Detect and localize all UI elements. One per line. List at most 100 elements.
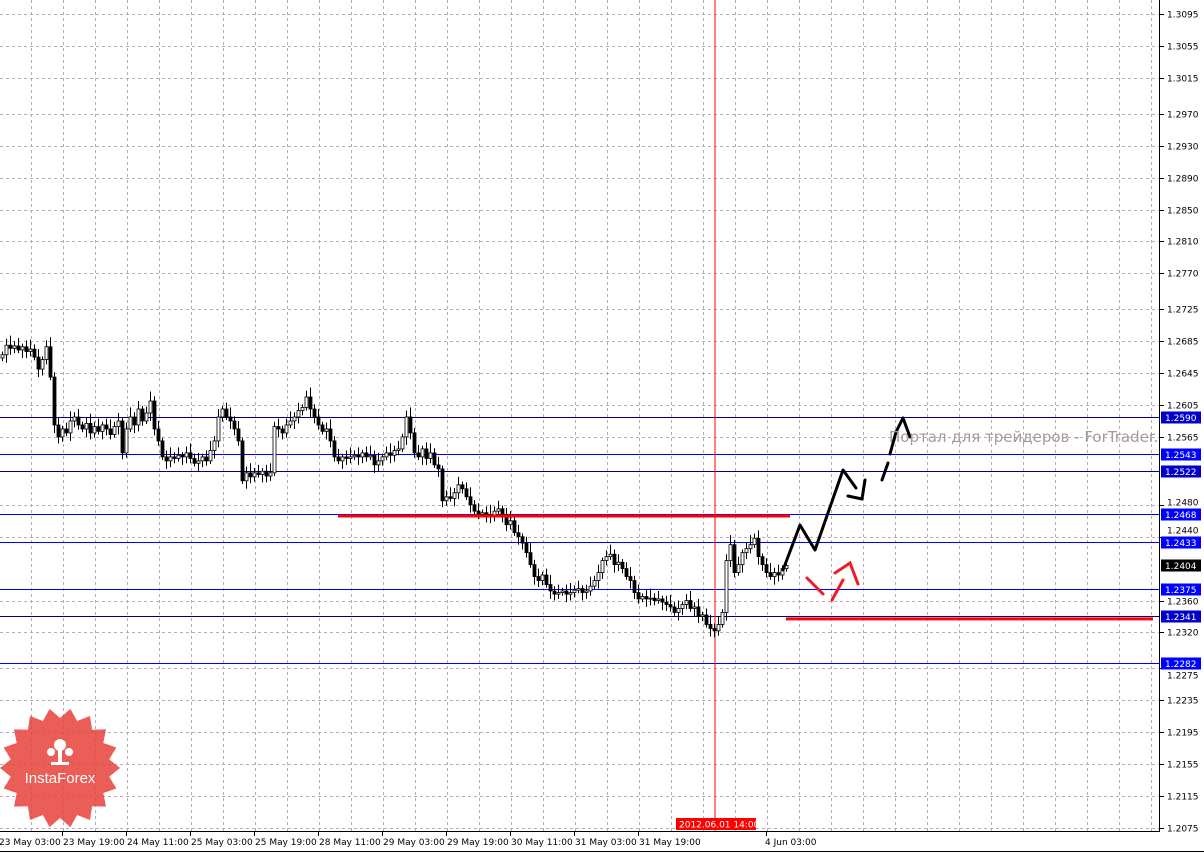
- candle-body-bull: [348, 456, 353, 459]
- candle-body-bull: [680, 604, 685, 609]
- candle: [156, 420, 161, 446]
- candle: [500, 505, 505, 523]
- level-price-tag: [1161, 411, 1201, 424]
- candle: [160, 437, 165, 461]
- candle: [660, 595, 665, 611]
- forecast-segment: [888, 416, 912, 456]
- candle-body-bear: [668, 604, 673, 608]
- candle-body-bear: [644, 596, 649, 600]
- candle: [12, 341, 17, 354]
- candle: [60, 425, 65, 442]
- candle: [212, 436, 217, 459]
- candle: [316, 409, 321, 430]
- x-tick-label: 4 Jun 03:00: [765, 838, 817, 848]
- candle-body-bear: [240, 440, 245, 482]
- price-axis-ticks: 1.3095 1.3055 1.3015 1.2970 1.2930 1.2890 1.28…: [1160, 11, 1199, 835]
- candle: [752, 533, 757, 548]
- candle: [124, 422, 129, 458]
- candle-body-bull: [252, 472, 257, 478]
- candle: [648, 588, 653, 606]
- candle-body-bull: [368, 454, 373, 458]
- candle-body-bull: [292, 416, 297, 422]
- candle-body-bear: [548, 584, 553, 592]
- candle: [772, 567, 777, 585]
- y-tick-label: 1.2605: [1167, 402, 1199, 412]
- candle-body-bear: [416, 452, 421, 458]
- candle-body-bear: [448, 496, 453, 499]
- candle-body-bull: [352, 454, 357, 458]
- forecast-segment: [846, 478, 867, 501]
- candle: [220, 405, 225, 422]
- candle-body-bull: [700, 614, 705, 617]
- candle: [616, 554, 621, 572]
- candle-body-bear: [36, 356, 41, 370]
- candle-body-bull: [184, 452, 189, 458]
- candle: [184, 446, 189, 464]
- candle: [208, 440, 213, 465]
- candle-body-bull: [208, 450, 213, 462]
- candle: [568, 582, 573, 601]
- candle: [148, 391, 153, 421]
- candle: [408, 407, 413, 440]
- candle-body-bear: [232, 420, 237, 430]
- candle: [100, 421, 105, 440]
- candle-body-bear: [104, 424, 109, 430]
- candle-body-bear: [96, 426, 101, 432]
- candle-body-bull: [728, 544, 733, 562]
- x-tick-label: 23 May 19:00: [63, 838, 125, 848]
- candle-body-bull: [272, 426, 277, 474]
- candle: [712, 623, 717, 638]
- candle-body-bear: [280, 428, 285, 434]
- candle-body-bear: [476, 510, 481, 515]
- candle-body-bull: [404, 416, 409, 438]
- candle: [336, 448, 341, 465]
- candle: [672, 602, 677, 616]
- candle-body-bull: [4, 344, 9, 356]
- candle: [104, 418, 109, 436]
- candle: [332, 436, 337, 462]
- candle-body-bear: [140, 408, 145, 422]
- candle-body-bull: [648, 597, 653, 600]
- candle: [576, 580, 581, 594]
- candle: [728, 535, 733, 568]
- candle: [320, 421, 325, 435]
- candle: [380, 453, 385, 466]
- candle-body-bear: [256, 472, 261, 475]
- level-price-label: 1.2341: [1165, 613, 1197, 623]
- candle-body-bull: [384, 452, 389, 458]
- candle-body-bull: [136, 408, 141, 426]
- candle: [80, 421, 85, 433]
- candle: [44, 340, 49, 365]
- candle-body-bear: [32, 348, 37, 358]
- candle-body-bear: [336, 456, 341, 462]
- forecast-segment: [805, 576, 825, 596]
- candle: [764, 558, 769, 578]
- candle-body-bear: [776, 572, 781, 576]
- candle: [128, 407, 133, 433]
- candle-body-bull: [396, 448, 401, 451]
- candle-body-bear: [624, 568, 629, 577]
- candles: [0, 335, 789, 638]
- candle-body-bear: [440, 468, 445, 502]
- candle-body-bear: [512, 520, 517, 534]
- candle-body-bull: [744, 548, 749, 554]
- candle-body-bull: [740, 552, 745, 566]
- candle: [572, 585, 577, 598]
- candle-body-bull: [720, 612, 725, 625]
- candle: [364, 446, 369, 462]
- y-tick-label: 1.2320: [1167, 629, 1199, 639]
- candle-body-bull: [300, 407, 305, 412]
- candle-body-bear: [320, 424, 325, 432]
- candle-body-bear: [708, 624, 713, 629]
- candle: [28, 339, 33, 357]
- candle: [584, 584, 589, 599]
- candle-body-bull: [92, 426, 97, 434]
- candle-body-bull: [568, 592, 573, 595]
- candle: [768, 563, 773, 580]
- candle: [564, 584, 569, 603]
- cursor-time-label: 2012.06.01 14:00: [679, 821, 760, 831]
- candle-body-bull: [420, 448, 425, 458]
- candle-body-bear: [712, 628, 717, 632]
- candle-body-bull: [340, 456, 345, 462]
